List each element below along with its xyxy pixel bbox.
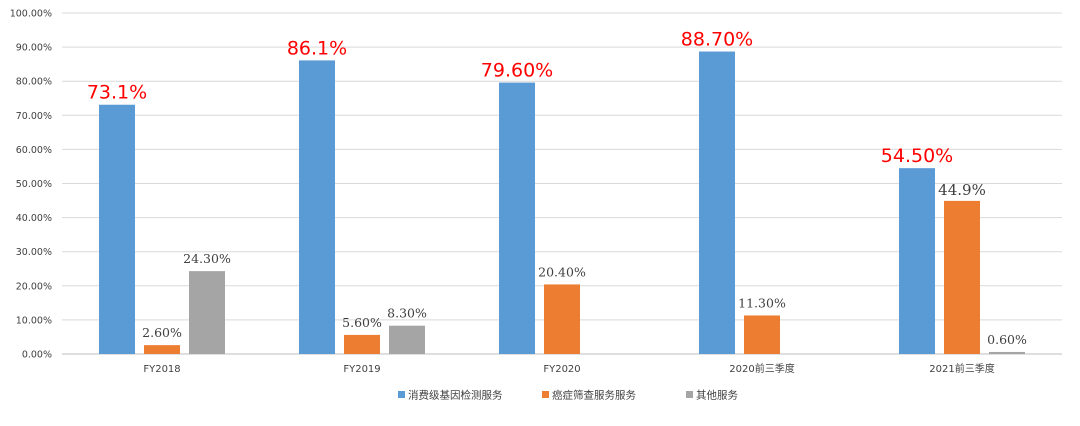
- bar: [744, 315, 780, 354]
- bar: [944, 200, 980, 354]
- data-label: 73.1%: [87, 82, 147, 104]
- data-label: 86.1%: [287, 37, 347, 59]
- x-axis-categories: FY2018 FY2019 FY2020 2020前三季度 2021前三季度: [143, 362, 994, 375]
- category-label: FY2020: [543, 364, 580, 375]
- bar: [899, 168, 935, 354]
- bar: [189, 271, 225, 354]
- bar: [144, 345, 180, 354]
- bar: [389, 325, 425, 354]
- bar: [344, 334, 380, 354]
- data-label: 20.40%: [538, 264, 586, 279]
- y-tick-label: 10.00%: [16, 315, 52, 326]
- data-label: 8.30%: [387, 306, 427, 321]
- category-label: FY2019: [343, 364, 380, 375]
- data-label: 44.9%: [938, 181, 986, 199]
- data-label: 2.60%: [142, 325, 182, 340]
- legend-swatch: [542, 391, 549, 398]
- y-tick-label: 30.00%: [16, 247, 52, 258]
- bar: [699, 51, 735, 355]
- bar: [99, 104, 135, 354]
- bar: [989, 351, 1025, 354]
- data-label: 54.50%: [881, 145, 953, 167]
- legend-label: 其他服务: [696, 389, 738, 402]
- category-label: 2021前三季度: [929, 362, 994, 375]
- y-tick-label: 60.00%: [16, 145, 52, 156]
- legend-label: 癌症筛查服务服务: [552, 389, 636, 402]
- y-tick-label: 40.00%: [16, 213, 52, 224]
- y-axis-ticks: 0.00% 10.00% 20.00% 30.00% 40.00% 50.00% 60.00…: [10, 9, 52, 361]
- y-tick-label: 70.00%: [16, 111, 52, 122]
- gridlines: [62, 12, 1062, 355]
- legend: 消费级基因检测服务 癌症筛查服务服务 其他服务: [398, 389, 738, 402]
- y-tick-label: 50.00%: [16, 179, 52, 190]
- data-label: 79.60%: [481, 60, 553, 82]
- bar: [499, 82, 535, 355]
- y-tick-label: 100.00%: [10, 9, 52, 20]
- bar: [299, 60, 335, 355]
- bar: [544, 284, 580, 354]
- bars: [99, 51, 1025, 355]
- legend-swatch: [686, 391, 693, 398]
- data-label: 24.30%: [183, 251, 231, 266]
- y-tick-label: 20.00%: [16, 281, 52, 292]
- y-tick-label: 80.00%: [16, 77, 52, 88]
- y-tick-label: 90.00%: [16, 43, 52, 54]
- legend-label: 消费级基因检测服务: [408, 389, 503, 402]
- data-label: 88.70%: [681, 29, 753, 51]
- data-label: 11.30%: [738, 295, 786, 310]
- data-label: 5.60%: [342, 315, 382, 330]
- data-labels: 73.1% 2.60% 24.30% 86.1% 5.60% 8.30% 79.60% 20.…: [87, 29, 1027, 347]
- data-label: 0.60%: [987, 332, 1027, 347]
- category-label: 2020前三季度: [729, 362, 794, 375]
- legend-swatch: [398, 391, 405, 398]
- y-tick-label: 0.00%: [22, 350, 52, 361]
- category-label: FY2018: [143, 364, 180, 375]
